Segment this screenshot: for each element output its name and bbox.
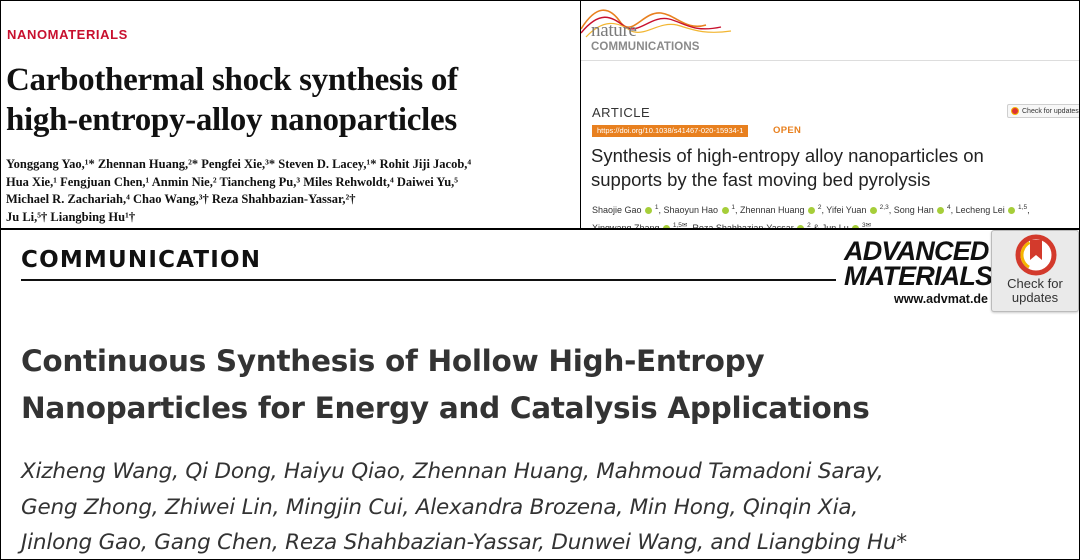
author-name[interactable]: Lecheng Lei [955,205,1008,215]
article-type-label: COMMUNICATION [21,247,262,273]
author-affiliation: 1,5✉ [671,222,688,229]
author-list: Xizheng Wang, Qi Dong, Haiyu Qiao, Zhenn… [21,454,1061,559]
doi-link[interactable]: https://doi.org/10.1038/s41467-020-15934… [592,125,749,137]
orcid-icon[interactable] [721,207,729,215]
author-entry: Jun Lu 3✉ [821,222,872,229]
author-entry: Shaoyun Hao 1 [663,204,735,215]
author-name[interactable]: Zhennan Huang [739,205,808,215]
article-type-label: ARTICLE [592,105,651,120]
article-title: Continuous Synthesis of Hollow High-Entr… [21,338,971,432]
author-name[interactable]: Xingwang Zhang [592,223,663,229]
check-for-updates-button[interactable]: Check for updates [1007,104,1079,118]
author-line-4: Ju Li,⁵† Liangbing Hu¹† [6,209,136,224]
open-access-badge: OPEN [773,125,802,136]
title-line-1: Synthesis of high-entropy alloy nanopart… [591,145,984,166]
author-affiliation: 4 [945,204,951,211]
author-entry: Zhennan Huang 2 [739,204,822,215]
author-affiliation: 1 [653,204,659,211]
author-list: Shaojie Gao 1, Shaoyun Hao 1, Zhennan Hu… [592,200,1062,229]
author-line-2: Geng Zhong, Zhiwei Lin, Mingjin Cui, Ale… [21,494,858,520]
check-label-line-1: Check for [1007,276,1063,291]
orcid-icon[interactable] [869,207,877,215]
author-line-2: Hua Xie,¹ Fengjuan Chen,¹ Anmin Nie,² Ti… [6,174,459,189]
author-line-3: Jinlong Gao, Gang Chen, Reza Shahbazian-… [21,530,907,555]
author-name[interactable]: Shaoyun Hao [663,205,721,215]
author-affiliation: 3✉ [860,222,872,229]
title-line-2: Nanoparticles for Energy and Catalysis A… [21,391,870,425]
nature-communications-panel: nature COMMUNICATIONS ARTICLE Check for … [580,0,1080,229]
advanced-materials-panel: COMMUNICATION ADVANCED MATERIALS www.adv… [0,228,1080,560]
author-name[interactable]: Jun Lu [821,223,852,229]
orcid-icon[interactable] [797,225,805,228]
author-affiliation: 1,5 [1016,204,1028,211]
author-entry: Reza Shahbazian-Yassar 2 [692,222,811,229]
orcid-icon[interactable] [645,207,653,215]
orcid-icon[interactable] [852,225,860,228]
author-entry: Yifei Yuan 2,3 [826,204,889,215]
article-title: Synthesis of high-entropy alloy nanopart… [591,144,1071,192]
author-affiliation: 2 [805,222,811,229]
author-name[interactable]: Yifei Yuan [826,205,869,215]
title-line-2: supports by the fast moving bed pyrolysi… [591,169,931,190]
author-line-1: Yonggang Yao,¹* Zhennan Huang,²* Pengfei… [6,157,472,171]
journal-logo-nature: nature [591,20,637,41]
journal-header: nature COMMUNICATIONS [581,1,1079,61]
section-label: NANOMATERIALS [7,27,128,42]
author-line-3: Michael R. Zachariah,⁴ Chao Wang,³† Reza… [6,192,356,206]
author-affiliation: 2,3 [877,204,889,211]
title-line-1: Carbothermal shock synthesis of [6,62,458,98]
author-name[interactable]: Shaojie Gao [592,205,645,215]
article-title: Carbothermal shock synthesis of high-ent… [6,60,576,140]
author-line-1: Xizheng Wang, Qi Dong, Haiyu Qiao, Zhenn… [21,459,884,484]
header-divider [21,279,836,281]
journal-logo-communications: COMMUNICATIONS [591,41,700,53]
orcid-icon[interactable] [663,225,671,228]
author-affiliation: 2 [816,204,822,211]
orcid-icon[interactable] [1008,207,1016,215]
crossmark-icon [1011,107,1019,115]
journal-logo-waves-icon [581,9,732,38]
author-entry: Lecheng Lei 1,5 [955,204,1028,215]
journal-url[interactable]: www.advmat.de [894,292,989,306]
author-affiliation: 1 [729,204,735,211]
author-name[interactable]: Reza Shahbazian-Yassar [692,223,797,229]
journal-logo-advanced: ADVANCED [844,236,989,266]
author-name[interactable]: Song Han [893,205,937,215]
journal-logo-materials: MATERIALS [844,261,993,291]
crossmark-icon [1015,234,1057,276]
title-line-2: high-entropy-alloy nanoparticles [6,102,457,138]
check-label-line-2: updates [1011,290,1059,305]
check-for-updates-button[interactable]: Check for updates [991,230,1079,312]
check-for-updates-label: Check for updates [992,277,1078,305]
author-entry: Shaojie Gao 1 [592,204,659,215]
science-article-panel: NANOMATERIALS Carbothermal shock synthes… [0,0,581,229]
orcid-icon[interactable] [808,207,816,215]
orcid-icon[interactable] [937,207,945,215]
title-line-1: Continuous Synthesis of Hollow High-Entr… [21,344,765,378]
author-list: Yonggang Yao,¹* Zhennan Huang,²* Pengfei… [6,156,576,226]
author-entry: Song Han 4 [893,204,951,215]
author-entry: Xingwang Zhang 1,5✉ [592,222,688,229]
check-for-updates-label: Check for updates [1022,107,1079,115]
